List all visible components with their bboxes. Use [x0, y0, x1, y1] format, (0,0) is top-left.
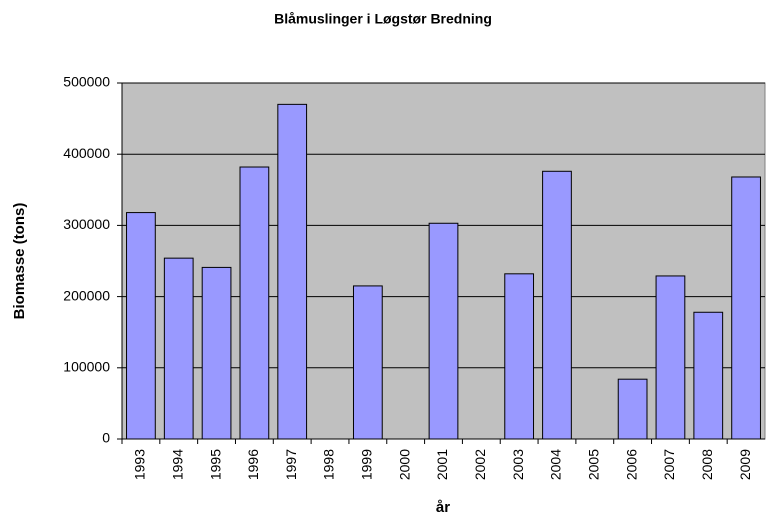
bar: [542, 170, 572, 440]
x-tick-label: 2002: [472, 449, 488, 480]
bar: [163, 257, 194, 440]
bar: [428, 222, 459, 440]
x-tick-label: 1996: [245, 449, 261, 480]
bar: [655, 275, 686, 440]
y-tick-label: 100000: [63, 359, 110, 375]
x-tick-label: 2008: [699, 449, 715, 480]
x-tick-label: 2003: [510, 449, 526, 480]
x-tick-label: 2005: [585, 449, 601, 480]
x-tick-label: 1995: [207, 449, 223, 480]
bar: [352, 285, 383, 440]
bar: [693, 311, 724, 440]
bar: [201, 266, 232, 440]
bar: [617, 378, 648, 440]
x-tick-label: 1999: [359, 449, 375, 480]
x-tick-label: 2000: [396, 449, 412, 480]
y-tick-label: 0: [102, 430, 110, 446]
x-tick-label: 1997: [283, 449, 299, 480]
chart-title: Blåmuslinger i Løgstør Bredning: [274, 11, 492, 27]
y-tick-label: 400000: [63, 145, 110, 161]
y-tick-label: 200000: [63, 287, 110, 303]
y-axis-label: Biomasse (tons): [11, 203, 28, 320]
bar: [731, 176, 761, 440]
x-tick-label: 1994: [169, 449, 185, 480]
y-tick-label: 500000: [63, 74, 110, 90]
x-axis-label: år: [436, 499, 450, 516]
x-tick-label: 1998: [321, 449, 337, 480]
x-tick-label: 2004: [548, 449, 564, 480]
bar: [126, 212, 156, 440]
x-tick-label: 2009: [737, 449, 753, 480]
x-tick-label: 2006: [623, 449, 639, 480]
bar: [239, 166, 270, 440]
x-tick-label: 2001: [434, 449, 450, 480]
bar: [277, 103, 308, 440]
y-tick-label: 300000: [63, 216, 110, 232]
x-tick-label: 1993: [132, 449, 148, 480]
x-tick-label: 2007: [661, 449, 677, 480]
bar: [504, 273, 535, 440]
